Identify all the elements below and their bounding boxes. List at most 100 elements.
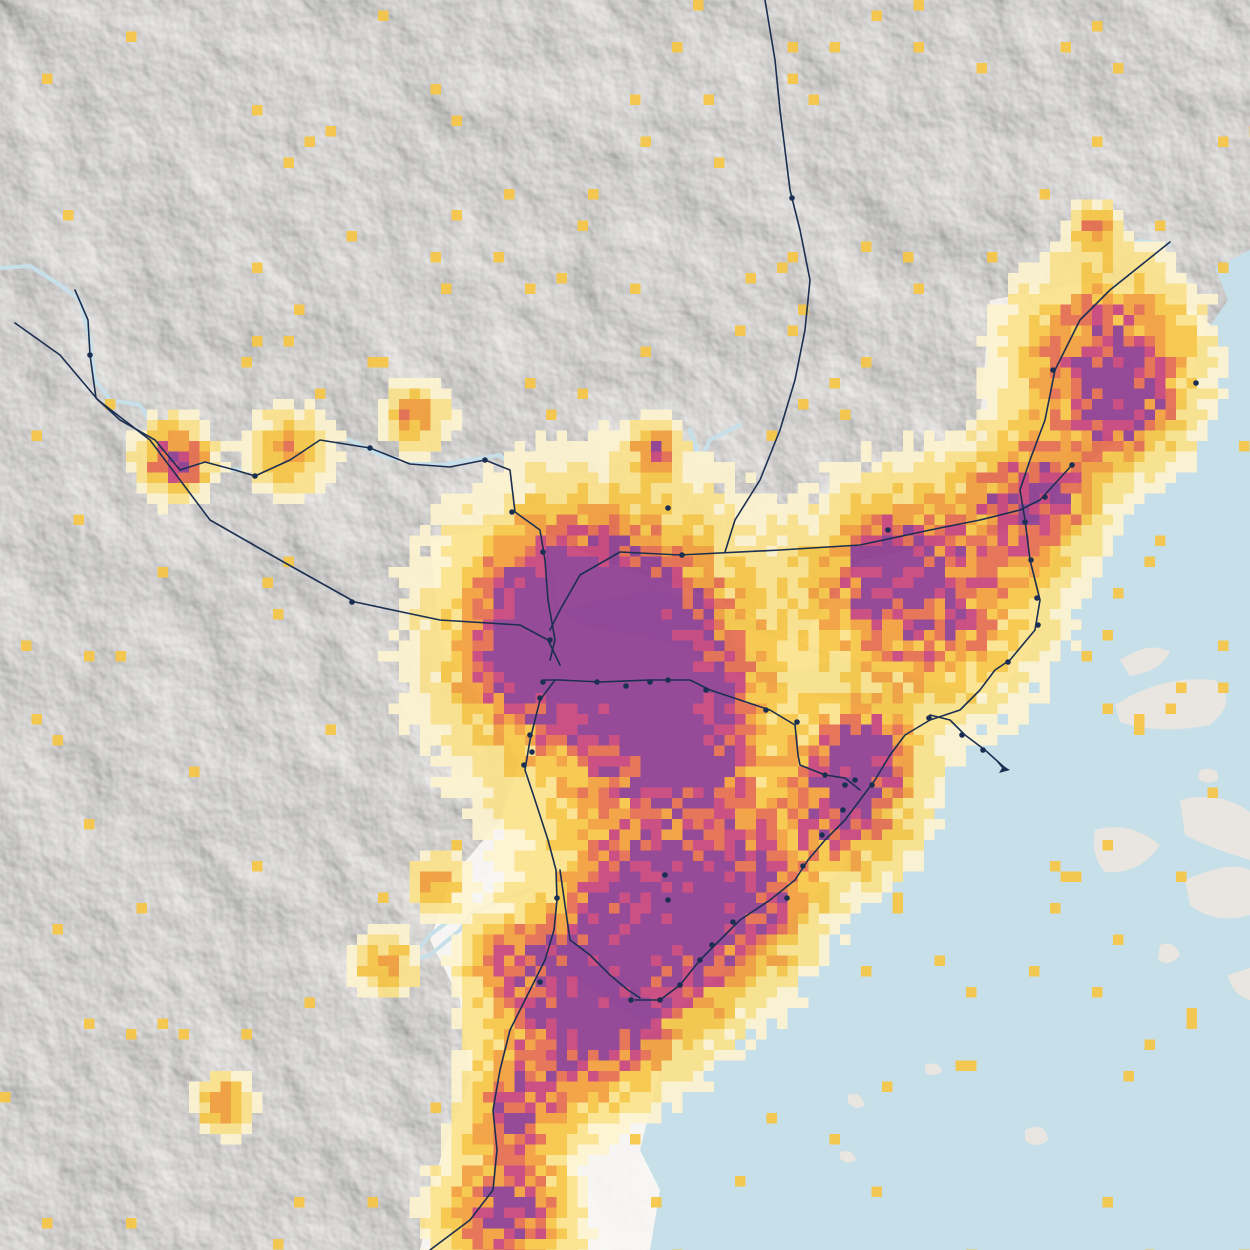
station-dot-icon[interactable] bbox=[647, 679, 653, 685]
density-cell bbox=[682, 945, 693, 956]
station-dot-icon[interactable] bbox=[869, 782, 875, 788]
density-cell bbox=[598, 787, 609, 798]
station-dot-icon[interactable] bbox=[349, 599, 355, 605]
density-cell bbox=[861, 882, 872, 893]
station-dot-icon[interactable] bbox=[842, 782, 848, 788]
density-cell bbox=[1039, 388, 1050, 399]
density-cell bbox=[798, 850, 809, 861]
station-dot-icon[interactable] bbox=[763, 707, 769, 713]
density-cell bbox=[861, 619, 872, 630]
density-cell bbox=[577, 756, 588, 767]
density-cell bbox=[976, 409, 987, 420]
density-cell bbox=[651, 850, 662, 861]
density-cell bbox=[462, 525, 473, 536]
density-cell bbox=[546, 1218, 557, 1229]
density-cell bbox=[871, 462, 882, 473]
station-dot-icon[interactable] bbox=[628, 997, 634, 1003]
density-cell bbox=[1207, 388, 1218, 399]
station-dot-icon[interactable] bbox=[1005, 659, 1011, 665]
station-dot-icon[interactable] bbox=[852, 777, 858, 783]
station-dot-icon[interactable] bbox=[252, 473, 258, 479]
station-dot-icon[interactable] bbox=[1069, 462, 1075, 468]
density-cell bbox=[1018, 546, 1029, 557]
station-dot-icon[interactable] bbox=[537, 979, 543, 985]
density-cell bbox=[472, 1144, 483, 1155]
density-cell bbox=[1071, 325, 1082, 336]
station-dot-icon[interactable] bbox=[1034, 595, 1040, 601]
density-cell bbox=[630, 1008, 641, 1019]
density-cell bbox=[787, 955, 798, 966]
density-cell bbox=[315, 388, 326, 399]
station-dot-icon[interactable] bbox=[482, 457, 488, 463]
station-dot-icon[interactable] bbox=[1193, 380, 1199, 386]
station-dot-icon[interactable] bbox=[840, 807, 846, 813]
density-cell bbox=[630, 913, 641, 924]
station-dot-icon[interactable] bbox=[1035, 622, 1041, 628]
density-cell bbox=[619, 598, 630, 609]
density-cell bbox=[472, 598, 483, 609]
station-dot-icon[interactable] bbox=[657, 997, 663, 1003]
station-dot-icon[interactable] bbox=[800, 863, 806, 869]
station-dot-icon[interactable] bbox=[784, 895, 790, 901]
density-cell bbox=[567, 1050, 578, 1061]
density-cell bbox=[997, 315, 1008, 326]
station-dot-icon[interactable] bbox=[554, 895, 560, 901]
station-dot-icon[interactable] bbox=[789, 195, 795, 201]
station-dot-icon[interactable] bbox=[662, 872, 668, 878]
density-cell bbox=[630, 1029, 641, 1040]
density-cell bbox=[1092, 504, 1103, 515]
station-dot-icon[interactable] bbox=[1050, 367, 1056, 373]
station-dot-icon[interactable] bbox=[819, 832, 825, 838]
density-cell bbox=[693, 546, 704, 557]
station-dot-icon[interactable] bbox=[623, 683, 629, 689]
station-dot-icon[interactable] bbox=[665, 505, 671, 511]
density-cell bbox=[1134, 399, 1145, 410]
density-cell bbox=[525, 850, 536, 861]
station-dot-icon[interactable] bbox=[1042, 494, 1048, 500]
station-dot-icon[interactable] bbox=[529, 749, 535, 755]
station-dot-icon[interactable] bbox=[709, 942, 715, 948]
density-cell bbox=[640, 724, 651, 735]
density-cell bbox=[955, 472, 966, 483]
station-dot-icon[interactable] bbox=[1028, 557, 1034, 563]
station-dot-icon[interactable] bbox=[547, 637, 553, 643]
station-dot-icon[interactable] bbox=[885, 527, 891, 533]
station-dot-icon[interactable] bbox=[822, 772, 828, 778]
station-dot-icon[interactable] bbox=[677, 982, 683, 988]
station-dot-icon[interactable] bbox=[697, 957, 703, 963]
density-cell bbox=[829, 682, 840, 693]
station-dot-icon[interactable] bbox=[537, 695, 543, 701]
density-cell bbox=[672, 661, 683, 672]
density-cell bbox=[493, 1197, 504, 1208]
density-cell bbox=[672, 556, 683, 567]
density-cell bbox=[294, 1197, 305, 1208]
station-dot-icon[interactable] bbox=[540, 549, 546, 555]
density-cell bbox=[588, 430, 599, 441]
density-cell bbox=[997, 630, 1008, 641]
station-dot-icon[interactable] bbox=[926, 715, 932, 721]
station-dot-icon[interactable] bbox=[594, 679, 600, 685]
station-dot-icon[interactable] bbox=[367, 445, 373, 451]
station-dot-icon[interactable] bbox=[703, 687, 709, 693]
density-cell bbox=[714, 535, 725, 546]
station-dot-icon[interactable] bbox=[959, 732, 965, 738]
station-dot-icon[interactable] bbox=[980, 747, 986, 753]
station-dot-icon[interactable] bbox=[521, 762, 527, 768]
station-dot-icon[interactable] bbox=[730, 919, 736, 925]
station-dot-icon[interactable] bbox=[665, 897, 671, 903]
density-cell bbox=[441, 703, 452, 714]
density-cell bbox=[567, 1165, 578, 1176]
density-cell bbox=[514, 735, 525, 746]
station-dot-icon[interactable] bbox=[87, 352, 93, 358]
station-dot-icon[interactable] bbox=[540, 679, 546, 685]
station-dot-icon[interactable] bbox=[1022, 519, 1028, 525]
station-dot-icon[interactable] bbox=[679, 552, 685, 558]
station-dot-icon[interactable] bbox=[794, 719, 800, 725]
density-cell bbox=[609, 672, 620, 683]
density-cell bbox=[1092, 378, 1103, 389]
station-dot-icon[interactable] bbox=[665, 677, 671, 683]
station-dot-icon[interactable] bbox=[509, 509, 515, 515]
density-cell bbox=[588, 1228, 599, 1239]
station-dot-icon[interactable] bbox=[527, 732, 533, 738]
